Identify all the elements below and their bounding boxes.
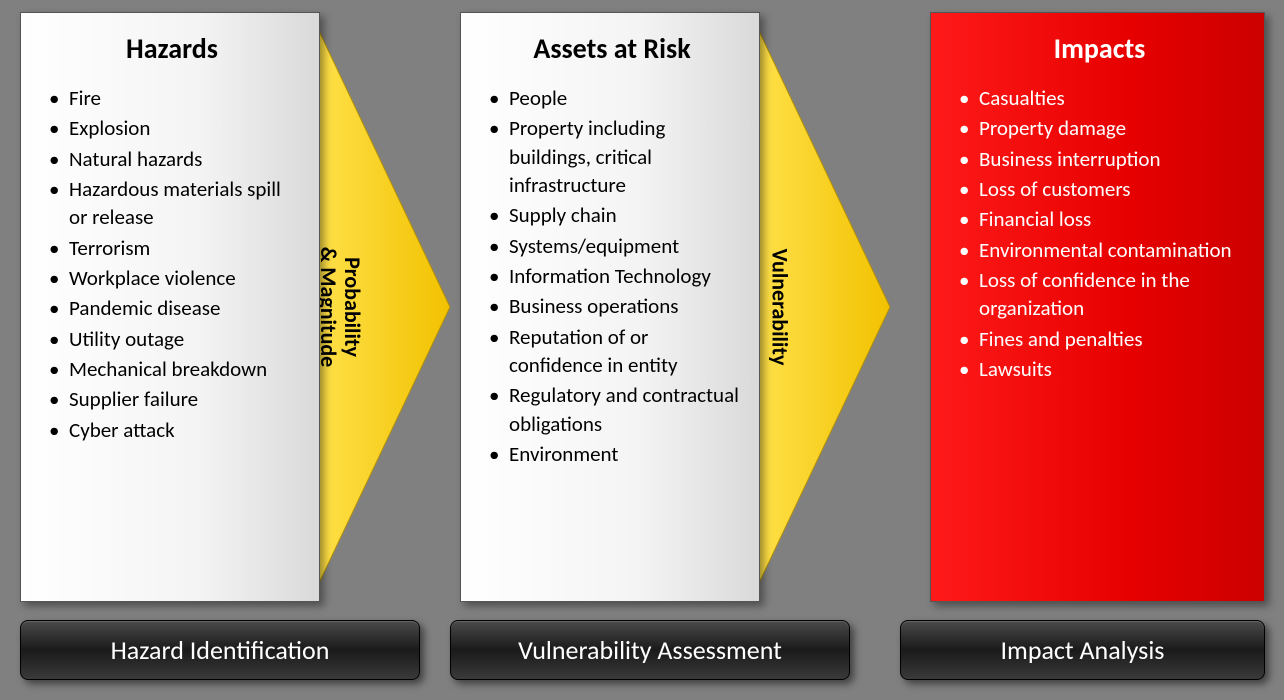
arrow-vulnerability: Vulnerability: [750, 12, 890, 602]
list-item: Loss of customers: [959, 175, 1244, 203]
list-item: Systems/equipment: [489, 232, 739, 260]
list-item: People: [489, 84, 739, 112]
arrow-label-probability: Probability& Magnitude: [316, 207, 364, 407]
list-item: Environment: [489, 440, 739, 468]
list-item: Hazardous materials spill or release: [49, 175, 299, 232]
list-item: Lawsuits: [959, 355, 1244, 383]
footer-impact-analysis: Impact Analysis: [900, 620, 1265, 680]
list-item: Property including buildings, critical i…: [489, 114, 739, 199]
list-item: Business operations: [489, 292, 739, 320]
list-item: Supply chain: [489, 201, 739, 229]
list-item: Explosion: [49, 114, 299, 142]
list-impacts: CasualtiesProperty damage Business interr…: [955, 84, 1244, 383]
list-item: Supplier failure: [49, 385, 299, 413]
panel-impacts: Impacts CasualtiesProperty damage Busines…: [930, 12, 1265, 602]
list-item: Pandemic disease: [49, 294, 299, 322]
list-hazards: FireExplosion Natural hazardsHazardous ma…: [45, 84, 299, 444]
list-item: Workplace violence: [49, 264, 299, 292]
list-item: Fines and penalties: [959, 325, 1244, 353]
arrow-label-vulnerability: Vulnerability: [767, 207, 794, 407]
list-item: Fire: [49, 84, 299, 112]
list-item: Mechanical breakdown: [49, 355, 299, 383]
list-item: Utility outage: [49, 325, 299, 353]
list-item: Casualties: [959, 84, 1244, 112]
panel-title-impacts: Impacts: [955, 31, 1244, 66]
arrow-probability: Probability& Magnitude: [310, 12, 450, 602]
list-item: Natural hazards: [49, 145, 299, 173]
list-item: Loss of confidence in the organization: [959, 266, 1244, 323]
list-item: Financial loss: [959, 205, 1244, 233]
panel-title-assets: Assets at Risk: [485, 31, 739, 66]
panel-title-hazards: Hazards: [45, 31, 299, 66]
footer-vulnerability-assessment: Vulnerability Assessment: [450, 620, 850, 680]
panel-hazards: Hazards FireExplosion Natural hazardsHaza…: [20, 12, 320, 602]
panel-assets: Assets at Risk PeopleProperty including …: [460, 12, 760, 602]
list-item: Information Technology: [489, 262, 739, 290]
list-item: Cyber attack: [49, 416, 299, 444]
list-item: Reputation of or confidence in entity: [489, 323, 739, 380]
list-assets: PeopleProperty including buildings, crit…: [485, 84, 739, 468]
list-item: Environmental contamination: [959, 236, 1244, 264]
list-item: Terrorism: [49, 234, 299, 262]
list-item: Property damage: [959, 114, 1244, 142]
footer-hazard-identification: Hazard Identification: [20, 620, 420, 680]
list-item: Regulatory and contractual obligations: [489, 381, 739, 438]
list-item: Business interruption: [959, 145, 1244, 173]
